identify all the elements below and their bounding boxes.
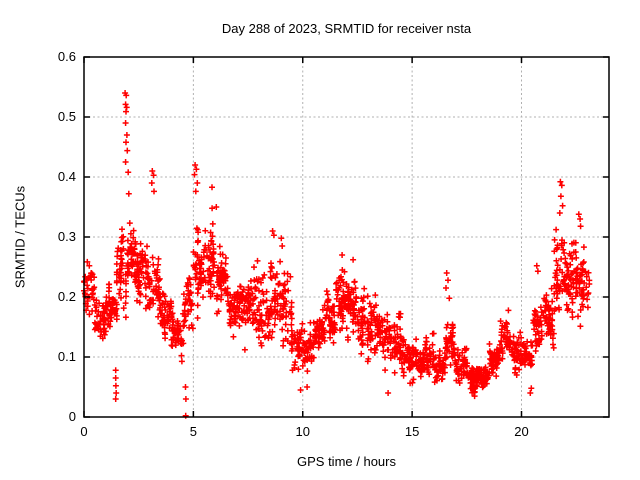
x-tick-labels: 0 5 10 15 20 [80, 424, 528, 439]
y-tick-label: 0.2 [58, 289, 76, 304]
axis-ticks [83, 56, 609, 418]
data-points [81, 90, 593, 419]
y-tick-label: 0.1 [58, 349, 76, 364]
x-tick-label: 20 [514, 424, 528, 439]
x-tick-label: 5 [190, 424, 197, 439]
y-tick-label: 0.5 [58, 109, 76, 124]
x-axis-label: GPS time / hours [297, 454, 396, 469]
y-tick-label: 0 [69, 409, 76, 424]
y-tick-labels: 0 0.1 0.2 0.3 0.4 0.5 0.6 [58, 49, 76, 424]
chart-title: Day 288 of 2023, SRMTID for receiver nst… [221, 21, 472, 36]
x-tick-label: 15 [405, 424, 419, 439]
x-tick-label: 0 [80, 424, 87, 439]
x-tick-label: 10 [296, 424, 310, 439]
y-tick-label: 0.6 [58, 49, 76, 64]
y-tick-label: 0.4 [58, 169, 76, 184]
y-tick-label: 0.3 [58, 229, 76, 244]
y-axis-label: SRMTID / TECUs [12, 185, 28, 289]
